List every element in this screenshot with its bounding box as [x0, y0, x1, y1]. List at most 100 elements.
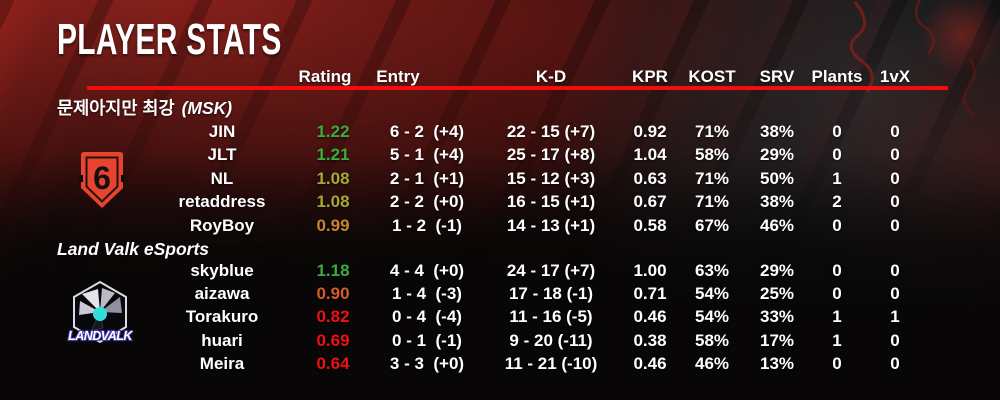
column-header-rating: Rating: [298, 67, 352, 86]
table-row: Torakuro 0.82 0 - 4 (-4) 11 - 16 (-5) 0.…: [0, 305, 1000, 328]
column-header-kost: KOST: [688, 67, 736, 86]
player-entry: 1 - 4 (-3): [392, 283, 462, 303]
player-rating: 1.21: [316, 145, 350, 165]
team1-name-text: 문제아지만 최강: [57, 98, 175, 118]
team1-six-shield-logo: 6: [79, 152, 125, 208]
player-srv: 50%: [759, 168, 795, 188]
player-kd: 16 - 15 (+1): [506, 192, 596, 212]
player-plants: 1: [832, 307, 842, 327]
player-name: Torakuro: [185, 307, 259, 327]
player-rating: 0.64: [316, 354, 350, 374]
player-plants: 0: [832, 260, 842, 280]
player-entry: 3 - 3 (+0): [389, 354, 465, 374]
table-row: skyblue 1.18 4 - 4 (+0) 24 - 17 (+7) 1.0…: [0, 259, 1000, 282]
player-srv: 33%: [759, 307, 795, 327]
team1-tag: (MSK): [181, 98, 233, 118]
player-kd: 15 - 12 (+3): [506, 168, 596, 188]
player-kpr: 0.46: [633, 307, 667, 327]
player-kost: 58%: [694, 330, 730, 350]
player-rating: 0.82: [316, 307, 350, 327]
player-name: aizawa: [194, 283, 250, 303]
player-rating: 1.22: [316, 122, 350, 141]
player-entry: 4 - 4 (+0): [389, 260, 465, 280]
player-kost: 54%: [694, 307, 730, 327]
player-kost: 71%: [694, 192, 730, 212]
player-name: skyblue: [190, 260, 254, 280]
player-srv: 46%: [759, 215, 795, 235]
player-plants: 0: [832, 145, 842, 165]
table-row: NL 1.08 2 - 1 (+1) 15 - 12 (+3) 0.63 71%…: [0, 167, 1000, 190]
column-header-plants: Plants: [811, 67, 863, 86]
player-entry: 5 - 1 (+4): [389, 145, 465, 165]
player-plants: 0: [832, 354, 842, 374]
player-1vx: 0: [890, 145, 900, 165]
player-kpr: 0.67: [633, 192, 667, 212]
player-entry: 2 - 1 (+1): [389, 168, 465, 188]
player-srv: 29%: [759, 260, 795, 280]
player-kpr: 0.71: [633, 283, 667, 303]
table-row: JIN 1.22 6 - 2 (+4) 22 - 15 (+7) 0.92 71…: [0, 120, 1000, 143]
player-plants: 0: [832, 122, 842, 141]
player-rating: 1.08: [316, 168, 350, 188]
player-1vx: 0: [890, 354, 900, 374]
table-row: JLT 1.21 5 - 1 (+4) 25 - 17 (+8) 1.04 58…: [0, 143, 1000, 166]
player-kost: 46%: [694, 354, 730, 374]
player-name: retaddress: [178, 192, 266, 212]
player-kost: 54%: [694, 283, 730, 303]
player-kd: 24 - 17 (+7): [506, 260, 596, 280]
player-kd: 17 - 18 (-1): [508, 283, 594, 303]
header-underline: [87, 86, 948, 90]
player-rating: 1.18: [316, 260, 350, 280]
column-header-entry: Entry: [376, 67, 420, 86]
player-kpr: 1.00: [633, 260, 667, 280]
player-plants: 0: [832, 215, 842, 235]
player-srv: 38%: [759, 122, 795, 141]
table-row: retaddress 1.08 2 - 2 (+0) 16 - 15 (+1) …: [0, 190, 1000, 213]
player-entry: 1 - 2 (-1): [392, 215, 462, 235]
column-header-1vx: 1vX: [879, 67, 911, 86]
player-1vx: 1: [890, 307, 900, 327]
table-row: Meira 0.64 3 - 3 (+0) 11 - 21 (-10) 0.46…: [0, 352, 1000, 375]
player-name: RoyBoy: [189, 215, 255, 235]
player-name: huari: [201, 330, 243, 350]
player-srv: 29%: [759, 145, 795, 165]
player-name: JLT: [207, 145, 237, 165]
player-srv: 25%: [759, 283, 795, 303]
player-kpr: 0.38: [633, 330, 667, 350]
player-kost: 71%: [694, 122, 730, 141]
player-plants: 0: [832, 283, 842, 303]
player-kpr: 0.92: [633, 122, 667, 141]
table-row: huari 0.69 0 - 1 (-1) 9 - 20 (-11) 0.38 …: [0, 329, 1000, 352]
player-rating: 0.90: [316, 283, 350, 303]
team1-logo-glyph: 6: [93, 160, 111, 196]
player-rating: 0.69: [316, 330, 350, 350]
player-rating: 0.99: [316, 215, 350, 235]
player-1vx: 0: [890, 330, 900, 350]
player-kpr: 0.58: [633, 215, 667, 235]
player-kd: 11 - 21 (-10): [504, 354, 598, 374]
player-kpr: 0.46: [633, 354, 667, 374]
player-plants: 1: [832, 168, 842, 188]
player-kpr: 1.04: [633, 145, 667, 165]
player-plants: 1: [832, 330, 842, 350]
player-rating: 1.08: [316, 192, 350, 212]
team2-name-text: Land Valk eSports: [57, 239, 210, 259]
team2-landvalk-logo: LANDVALK: [67, 281, 133, 344]
player-entry: 2 - 2 (+0): [389, 192, 465, 212]
player-kd: 22 - 15 (+7): [506, 122, 596, 141]
player-srv: 38%: [759, 192, 795, 212]
player-kpr: 0.63: [633, 168, 667, 188]
player-plants: 2: [832, 192, 842, 212]
player-srv: 13%: [759, 354, 795, 374]
page-title: PLAYER STATS: [57, 15, 282, 64]
player-kd: 25 - 17 (+8): [506, 145, 596, 165]
player-kost: 63%: [694, 260, 730, 280]
column-header-kpr: KPR: [632, 67, 668, 86]
column-header-srv: SRV: [759, 67, 795, 86]
table-header-row: Rating Entry K-D KPR KOST SRV Plants 1vX: [0, 66, 1000, 88]
player-name: NL: [210, 168, 234, 188]
player-1vx: 0: [890, 192, 900, 212]
team2-logo-wordmark: LANDVALK: [68, 329, 133, 343]
